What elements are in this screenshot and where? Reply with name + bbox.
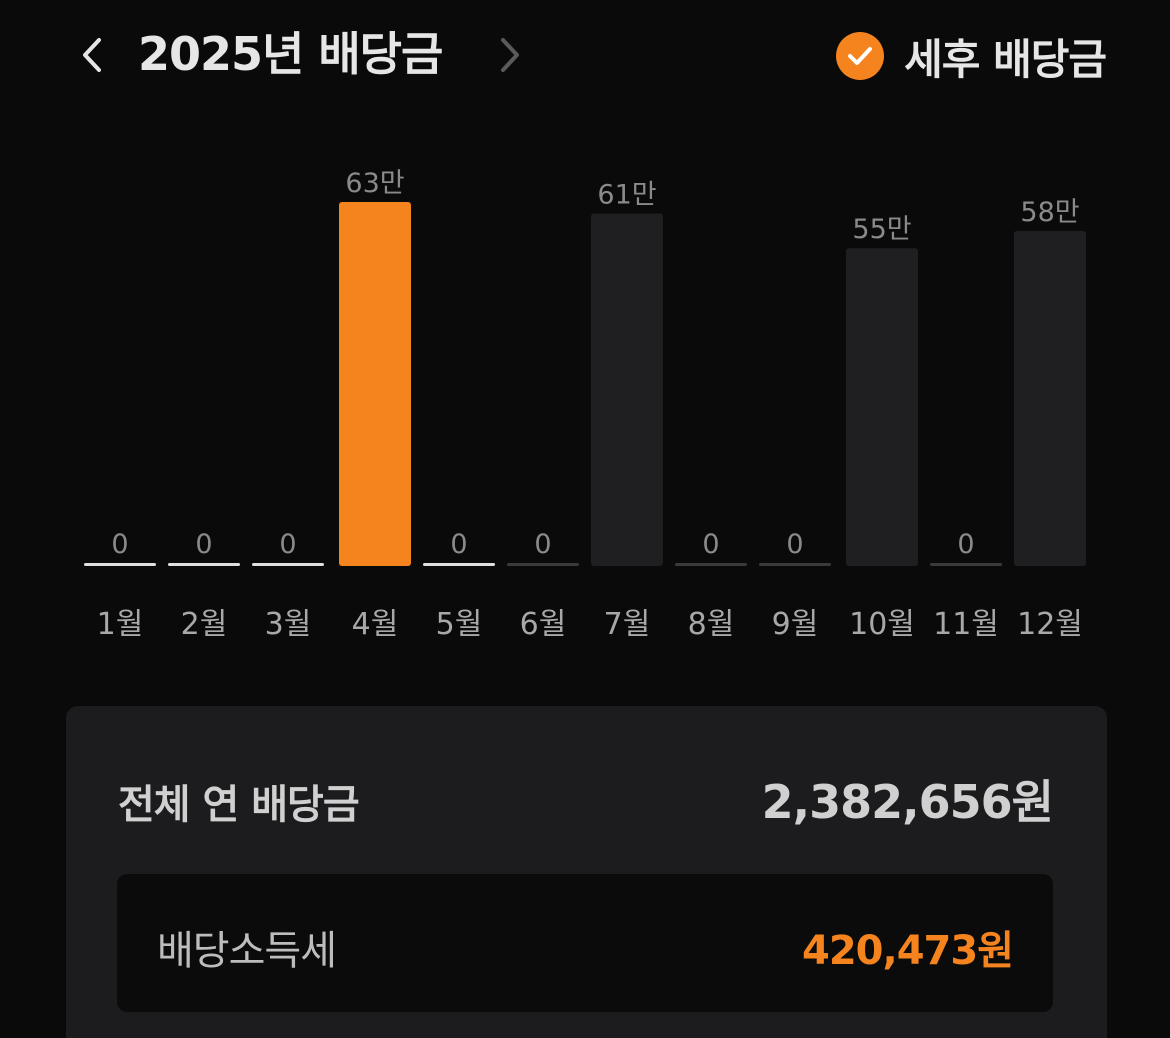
month-label: 5월	[436, 607, 483, 642]
chevron-left-icon	[83, 38, 101, 72]
tax-row: 배당소득세 420,473원	[117, 874, 1053, 1012]
bar-10[interactable]	[846, 248, 918, 566]
bar-2[interactable]	[168, 563, 240, 566]
aftertax-label: 세후 배당금	[904, 34, 1107, 84]
bar-8[interactable]	[675, 563, 747, 566]
month-label: 8월	[688, 607, 735, 642]
summary-card: 전체 연 배당금 2,382,656원 배당소득세 420,473원	[66, 706, 1107, 1038]
month-label: 3월	[265, 607, 312, 642]
total-dividend-label: 전체 연 배당금	[118, 782, 360, 828]
bar-value-label: 61만	[597, 180, 656, 211]
month-label: 4월	[352, 607, 399, 642]
month-label: 2월	[181, 607, 228, 642]
bar-value-label: 63만	[345, 168, 404, 199]
bar-value-label: 0	[786, 529, 803, 560]
header: 2025년 배당금 세후 배당금	[0, 0, 1170, 110]
month-label: 9월	[772, 607, 819, 642]
bar-12[interactable]	[1014, 230, 1086, 566]
bar-value-label: 0	[111, 529, 128, 560]
chart-canvas: 0 1월 0 2월 0 3월 63만 4월 0 5월 0 6월 61만 7월 0 8월 0 9월 55만 10월 0 11…	[84, 168, 1086, 642]
dividend-tax-label: 배당소득세	[157, 928, 337, 974]
bar-9[interactable]	[759, 563, 831, 566]
bar-value-label: 0	[279, 529, 296, 560]
month-label: 12월	[1017, 607, 1083, 642]
month-label: 6월	[520, 607, 567, 642]
bar-3[interactable]	[252, 563, 324, 566]
monthly-dividend-chart: 0 1월 0 2월 0 3월 63만 4월 0 5월 0 6월 61만 7월 0 8월 0 9월 55만 10월 0 11…	[0, 110, 1170, 670]
bar-value-label: 0	[195, 529, 212, 560]
bar-value-label: 0	[450, 529, 467, 560]
bar-value-label: 0	[957, 529, 974, 560]
previous-year-button[interactable]	[70, 30, 114, 80]
next-year-button[interactable]	[488, 30, 532, 80]
bar-4[interactable]	[339, 202, 411, 566]
bar-value-label: 0	[534, 529, 551, 560]
bar-6[interactable]	[507, 563, 579, 566]
bar-11[interactable]	[930, 563, 1002, 566]
aftertax-toggle[interactable]: 세후 배당금	[836, 28, 1107, 84]
chevron-right-icon	[501, 38, 519, 72]
month-label: 11월	[933, 607, 999, 642]
bar-value-label: 58만	[1020, 197, 1079, 228]
month-label: 1월	[97, 607, 144, 642]
bar-5[interactable]	[423, 563, 495, 566]
bar-value-label: 0	[702, 529, 719, 560]
check-icon	[848, 47, 873, 65]
bar-value-label: 55만	[852, 214, 911, 245]
month-label: 7월	[604, 607, 651, 642]
bar-1[interactable]	[84, 563, 156, 566]
month-label: 10월	[849, 607, 915, 642]
total-dividend-value: 2,382,656원	[761, 775, 1054, 829]
bar-7[interactable]	[591, 213, 663, 567]
dividend-tax-value: 420,473원	[802, 928, 1014, 974]
page-title: 2025년 배당금	[138, 27, 443, 81]
aftertax-checkbox[interactable]	[836, 32, 885, 80]
